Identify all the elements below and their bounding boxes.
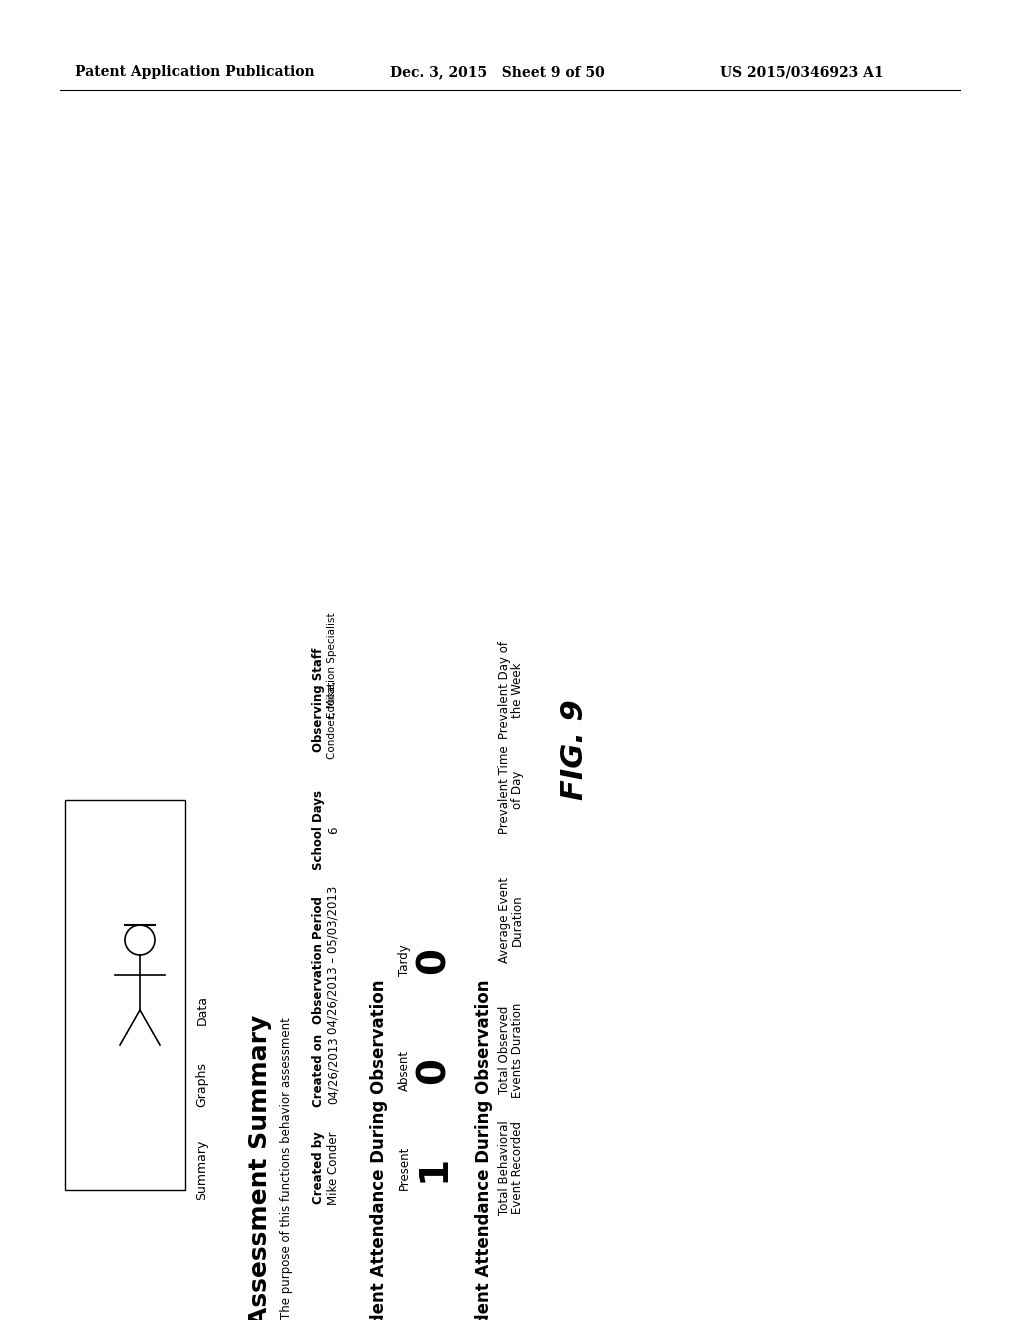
Text: Mike Conder: Mike Conder <box>327 1131 340 1205</box>
Text: School Days: School Days <box>312 789 325 870</box>
Text: US 2015/0346923 A1: US 2015/0346923 A1 <box>720 65 884 79</box>
Text: Prevalent Time: Prevalent Time <box>498 746 511 834</box>
Text: Patent Application Publication: Patent Application Publication <box>75 65 314 79</box>
Text: Prevalent Day of: Prevalent Day of <box>498 642 511 739</box>
Text: Data: Data <box>196 995 209 1026</box>
Text: FIG. 9: FIG. 9 <box>560 700 589 800</box>
Bar <box>65 800 185 1191</box>
Text: Student Attendance During Observation: Student Attendance During Observation <box>475 979 493 1320</box>
Text: Tardy: Tardy <box>398 944 411 975</box>
Text: Dec. 3, 2015   Sheet 9 of 50: Dec. 3, 2015 Sheet 9 of 50 <box>390 65 605 79</box>
Text: Event Recorded: Event Recorded <box>511 1122 524 1214</box>
Text: 0: 0 <box>415 946 453 974</box>
Text: the Week: the Week <box>511 663 524 718</box>
Text: of Day: of Day <box>511 771 524 809</box>
Text: Total Behavioral: Total Behavioral <box>498 1121 511 1216</box>
Text: Assessment Summary: Assessment Summary <box>248 1014 272 1320</box>
Text: Condoer, Mike;: Condoer, Mike; <box>327 681 337 759</box>
Text: 0: 0 <box>415 1056 453 1084</box>
Text: 1: 1 <box>415 1155 453 1181</box>
Text: Created on: Created on <box>312 1034 325 1106</box>
Text: Total Observed: Total Observed <box>498 1006 511 1094</box>
Text: 6: 6 <box>327 826 340 834</box>
Text: Observation Period: Observation Period <box>312 896 325 1024</box>
Text: 04/26/2013: 04/26/2013 <box>327 1036 340 1104</box>
Text: Created by: Created by <box>312 1131 325 1204</box>
Text: 04/26/2013 – 05/03/2013: 04/26/2013 – 05/03/2013 <box>327 886 340 1034</box>
Text: Observing Staff: Observing Staff <box>312 648 325 752</box>
Text: Summary: Summary <box>196 1139 209 1200</box>
Text: Education Specialist: Education Specialist <box>327 612 337 718</box>
Text: Events Duration: Events Duration <box>511 1002 524 1098</box>
Text: Present: Present <box>398 1146 411 1191</box>
Text: The purpose of this functions behavior assessment: The purpose of this functions behavior a… <box>280 1018 293 1319</box>
Text: Duration: Duration <box>511 894 524 946</box>
Text: Graphs: Graphs <box>196 1063 209 1107</box>
Text: Student Attendance During Observation: Student Attendance During Observation <box>370 979 388 1320</box>
Text: Absent: Absent <box>398 1049 411 1090</box>
Text: Average Event: Average Event <box>498 876 511 964</box>
